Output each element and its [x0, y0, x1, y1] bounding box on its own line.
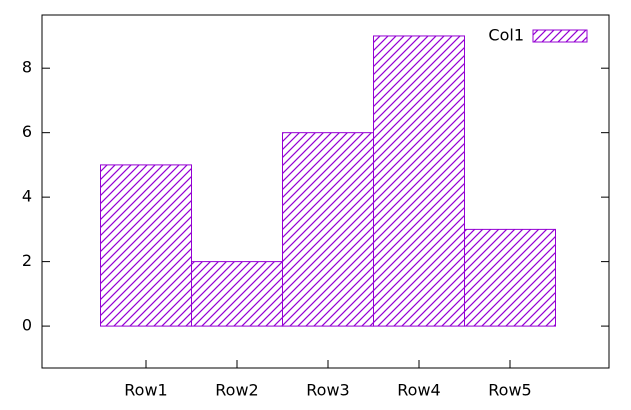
bar: [373, 35, 465, 327]
legend-swatch: [532, 29, 588, 43]
x-tick-label: Row3: [306, 381, 349, 400]
x-tick-label: Row2: [215, 381, 258, 400]
legend-label: Col1: [488, 26, 524, 45]
y-tick-label: 0: [22, 316, 32, 335]
plot-frame: [41, 14, 610, 369]
bar: [464, 228, 556, 327]
x-tick-label: Row4: [397, 381, 440, 400]
y-tick-label: 4: [22, 187, 32, 206]
x-tick-label: Row1: [124, 381, 167, 400]
y-tick-label: 8: [22, 58, 32, 77]
y-tick-label: 2: [22, 251, 32, 270]
x-tick-label: Row5: [488, 381, 531, 400]
bar: [282, 132, 374, 327]
y-tick-label: 6: [22, 122, 32, 141]
bar: [100, 164, 192, 327]
bar: [191, 261, 283, 327]
